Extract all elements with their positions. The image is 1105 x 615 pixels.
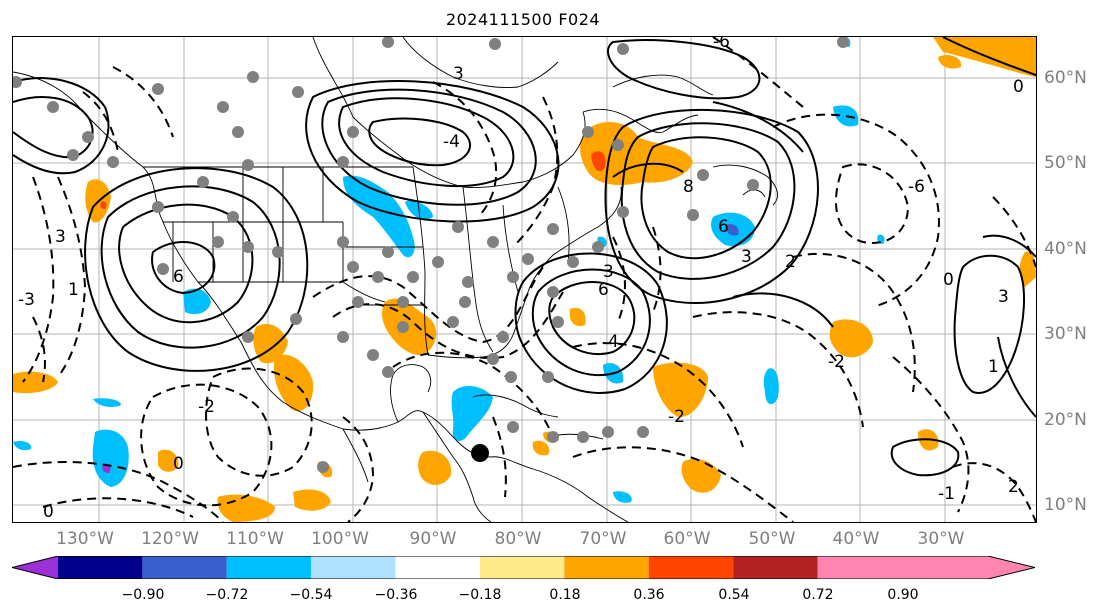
graticule [13,37,1036,522]
contour-label: 8 [683,177,694,197]
lon-label: 100°W [311,529,369,549]
contour-label: 3 [453,64,464,84]
contour-label: -3 [18,290,35,310]
colorbar-tick-label: 0.36 [633,587,665,603]
colorbar-segment [817,556,902,579]
lat-label: 40°N [1044,239,1087,259]
contour-label: 3 [741,247,752,267]
contour-label: 1 [68,280,79,300]
contour-label: -2 [828,352,845,372]
colorbar-tick-label: 0.54 [718,587,750,603]
contour-label: 3 [603,262,614,282]
colorbar-tick-label: −0.72 [205,587,249,603]
figure-title: 2024111500 F024 [445,10,601,29]
lon-label: 130°W [56,529,114,549]
lat-label: 60°N [1044,68,1087,88]
lon-label: 80°W [494,529,542,549]
contour-label: 0 [943,270,954,290]
lat-label: 20°N [1044,410,1087,430]
colorbar-tick-label: −0.54 [289,587,333,603]
colorbar-segment [648,556,734,579]
colorbar-tick-label: −0.90 [121,587,165,603]
map-canvas: 3 -3 1 6 -4 3 8 6 3 2 6 3 4 -2 -2 -6 -2 … [13,37,1036,522]
negative-shading [13,37,885,503]
station-markers [13,37,849,473]
positive-shading [13,37,1036,522]
contour-label: 3 [998,287,1009,307]
colorbar-segment [733,556,818,579]
colorbar-tick-label: 0.72 [802,587,834,603]
contour-label: -2 [198,397,215,417]
colorbar-segment [311,556,396,579]
colorbar-segment [395,556,480,579]
colorbar-tick-label: 0.90 [887,587,919,603]
contour-label: -6 [713,37,730,52]
lon-label: 50°W [748,529,796,549]
contour-label: -6 [908,177,925,197]
map-panel: 3 -3 1 6 -4 3 8 6 3 2 6 3 4 -2 -2 -6 -2 … [12,36,1037,523]
contour-label: 1 [988,357,999,377]
coastlines [13,37,779,522]
colorbar-segment [58,556,143,579]
dashed-contours [13,37,1036,522]
lon-label: 110°W [226,529,284,549]
colorbar-segment [12,556,58,579]
contour-label: 0 [1013,77,1024,97]
colorbar-tick-label: 0.18 [549,587,581,603]
contour-label: 0 [43,502,54,522]
colorbar-segment [902,556,1035,579]
lat-label: 50°N [1044,153,1087,173]
colorbar-segment [480,556,565,579]
colorbar-segment [226,556,312,579]
lat-label: 30°N [1044,324,1087,344]
contour-label-group: 3 -3 1 6 -4 3 8 6 3 2 6 3 4 -2 -2 -6 -2 … [18,37,1024,522]
contour-label: -2 [668,407,685,427]
lon-label: 30°W [917,529,965,549]
lon-label: 90°W [409,529,457,549]
contour-label: -1 [938,484,955,504]
contour-label: 0 [173,454,184,474]
colorbar-segment [564,556,649,579]
lon-label: 70°W [579,529,627,549]
contour-label: 6 [718,217,729,237]
colorbar-segment [142,556,227,579]
colorbar [12,556,1035,579]
colorbar-tick-label: −0.18 [458,587,502,603]
contour-label: -4 [443,132,460,152]
contour-label: 3 [55,227,66,247]
storm-center-marker [471,444,489,462]
lon-label: 60°W [663,529,711,549]
contour-label: 2 [785,252,796,272]
lat-label: 10°N [1044,495,1087,515]
contour-label: 6 [598,280,609,300]
contour-label: 4 [608,332,619,352]
lon-label: 40°W [832,529,880,549]
colorbar-tick-label: −0.36 [374,587,418,603]
lon-label: 120°W [141,529,199,549]
contour-label: 6 [173,267,184,287]
contour-label: 2 [1008,477,1019,497]
